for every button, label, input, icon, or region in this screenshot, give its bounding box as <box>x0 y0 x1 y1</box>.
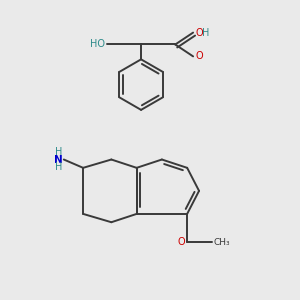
Text: O: O <box>177 237 185 247</box>
Text: H: H <box>202 28 210 38</box>
Text: O: O <box>196 28 203 38</box>
Text: H: H <box>55 162 62 172</box>
Text: N: N <box>54 154 62 164</box>
Text: H: H <box>55 147 62 157</box>
Text: CH₃: CH₃ <box>214 238 230 247</box>
Text: O: O <box>196 51 203 62</box>
Text: HO: HO <box>90 40 105 50</box>
